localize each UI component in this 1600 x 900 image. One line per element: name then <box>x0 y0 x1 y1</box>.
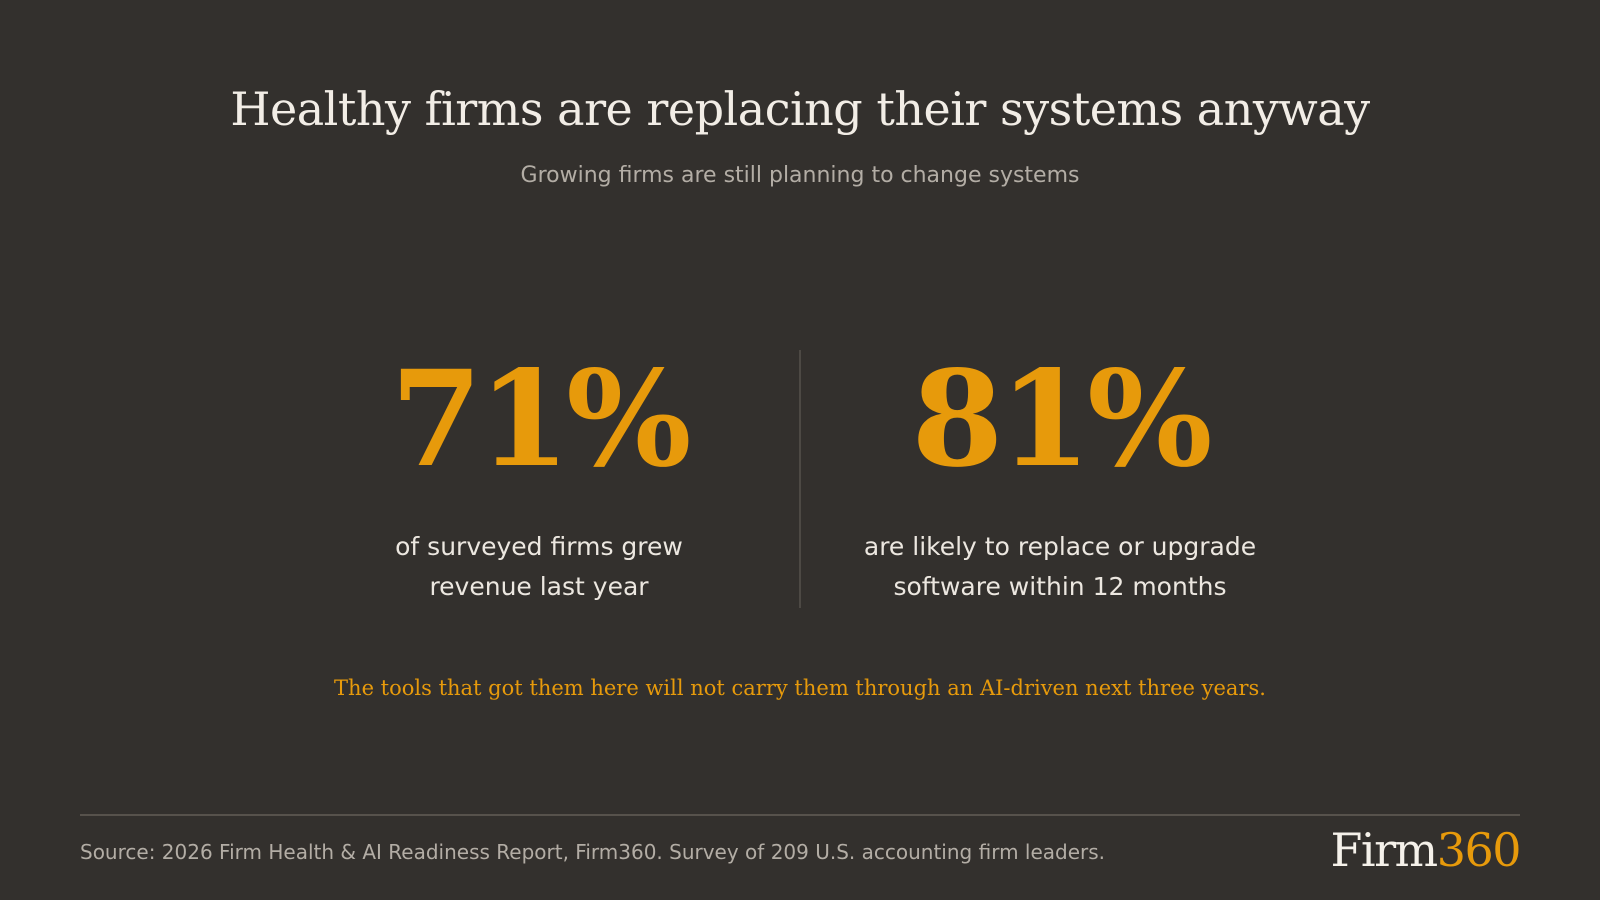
logo-number: 360 <box>1436 823 1522 877</box>
stat-block-software: 81% are likely to replace or upgrade sof… <box>810 345 1310 607</box>
stat-value-revenue: 71% <box>390 342 691 497</box>
slide-title: Healthy firms are replacing their system… <box>230 82 1370 136</box>
footer-divider <box>80 814 1520 816</box>
slide-subtitle: Growing firms are still planning to chan… <box>520 163 1080 188</box>
stat-caption-revenue: of surveyed firms grew revenue last year <box>395 532 683 601</box>
stat-block-revenue: 71% of surveyed firms grew revenue last … <box>289 345 789 607</box>
firm360-logo: Firm360 <box>1330 822 1522 878</box>
stat-caption-software: are likely to replace or upgrade softwar… <box>863 532 1257 601</box>
tagline: The tools that got them here will not ca… <box>334 676 1266 700</box>
stat-value-software: 81% <box>911 342 1212 497</box>
vertical-divider <box>799 350 801 608</box>
logo-word: Firm <box>1330 823 1438 877</box>
source-note: Source: 2026 Firm Health & AI Readiness … <box>80 840 1106 864</box>
